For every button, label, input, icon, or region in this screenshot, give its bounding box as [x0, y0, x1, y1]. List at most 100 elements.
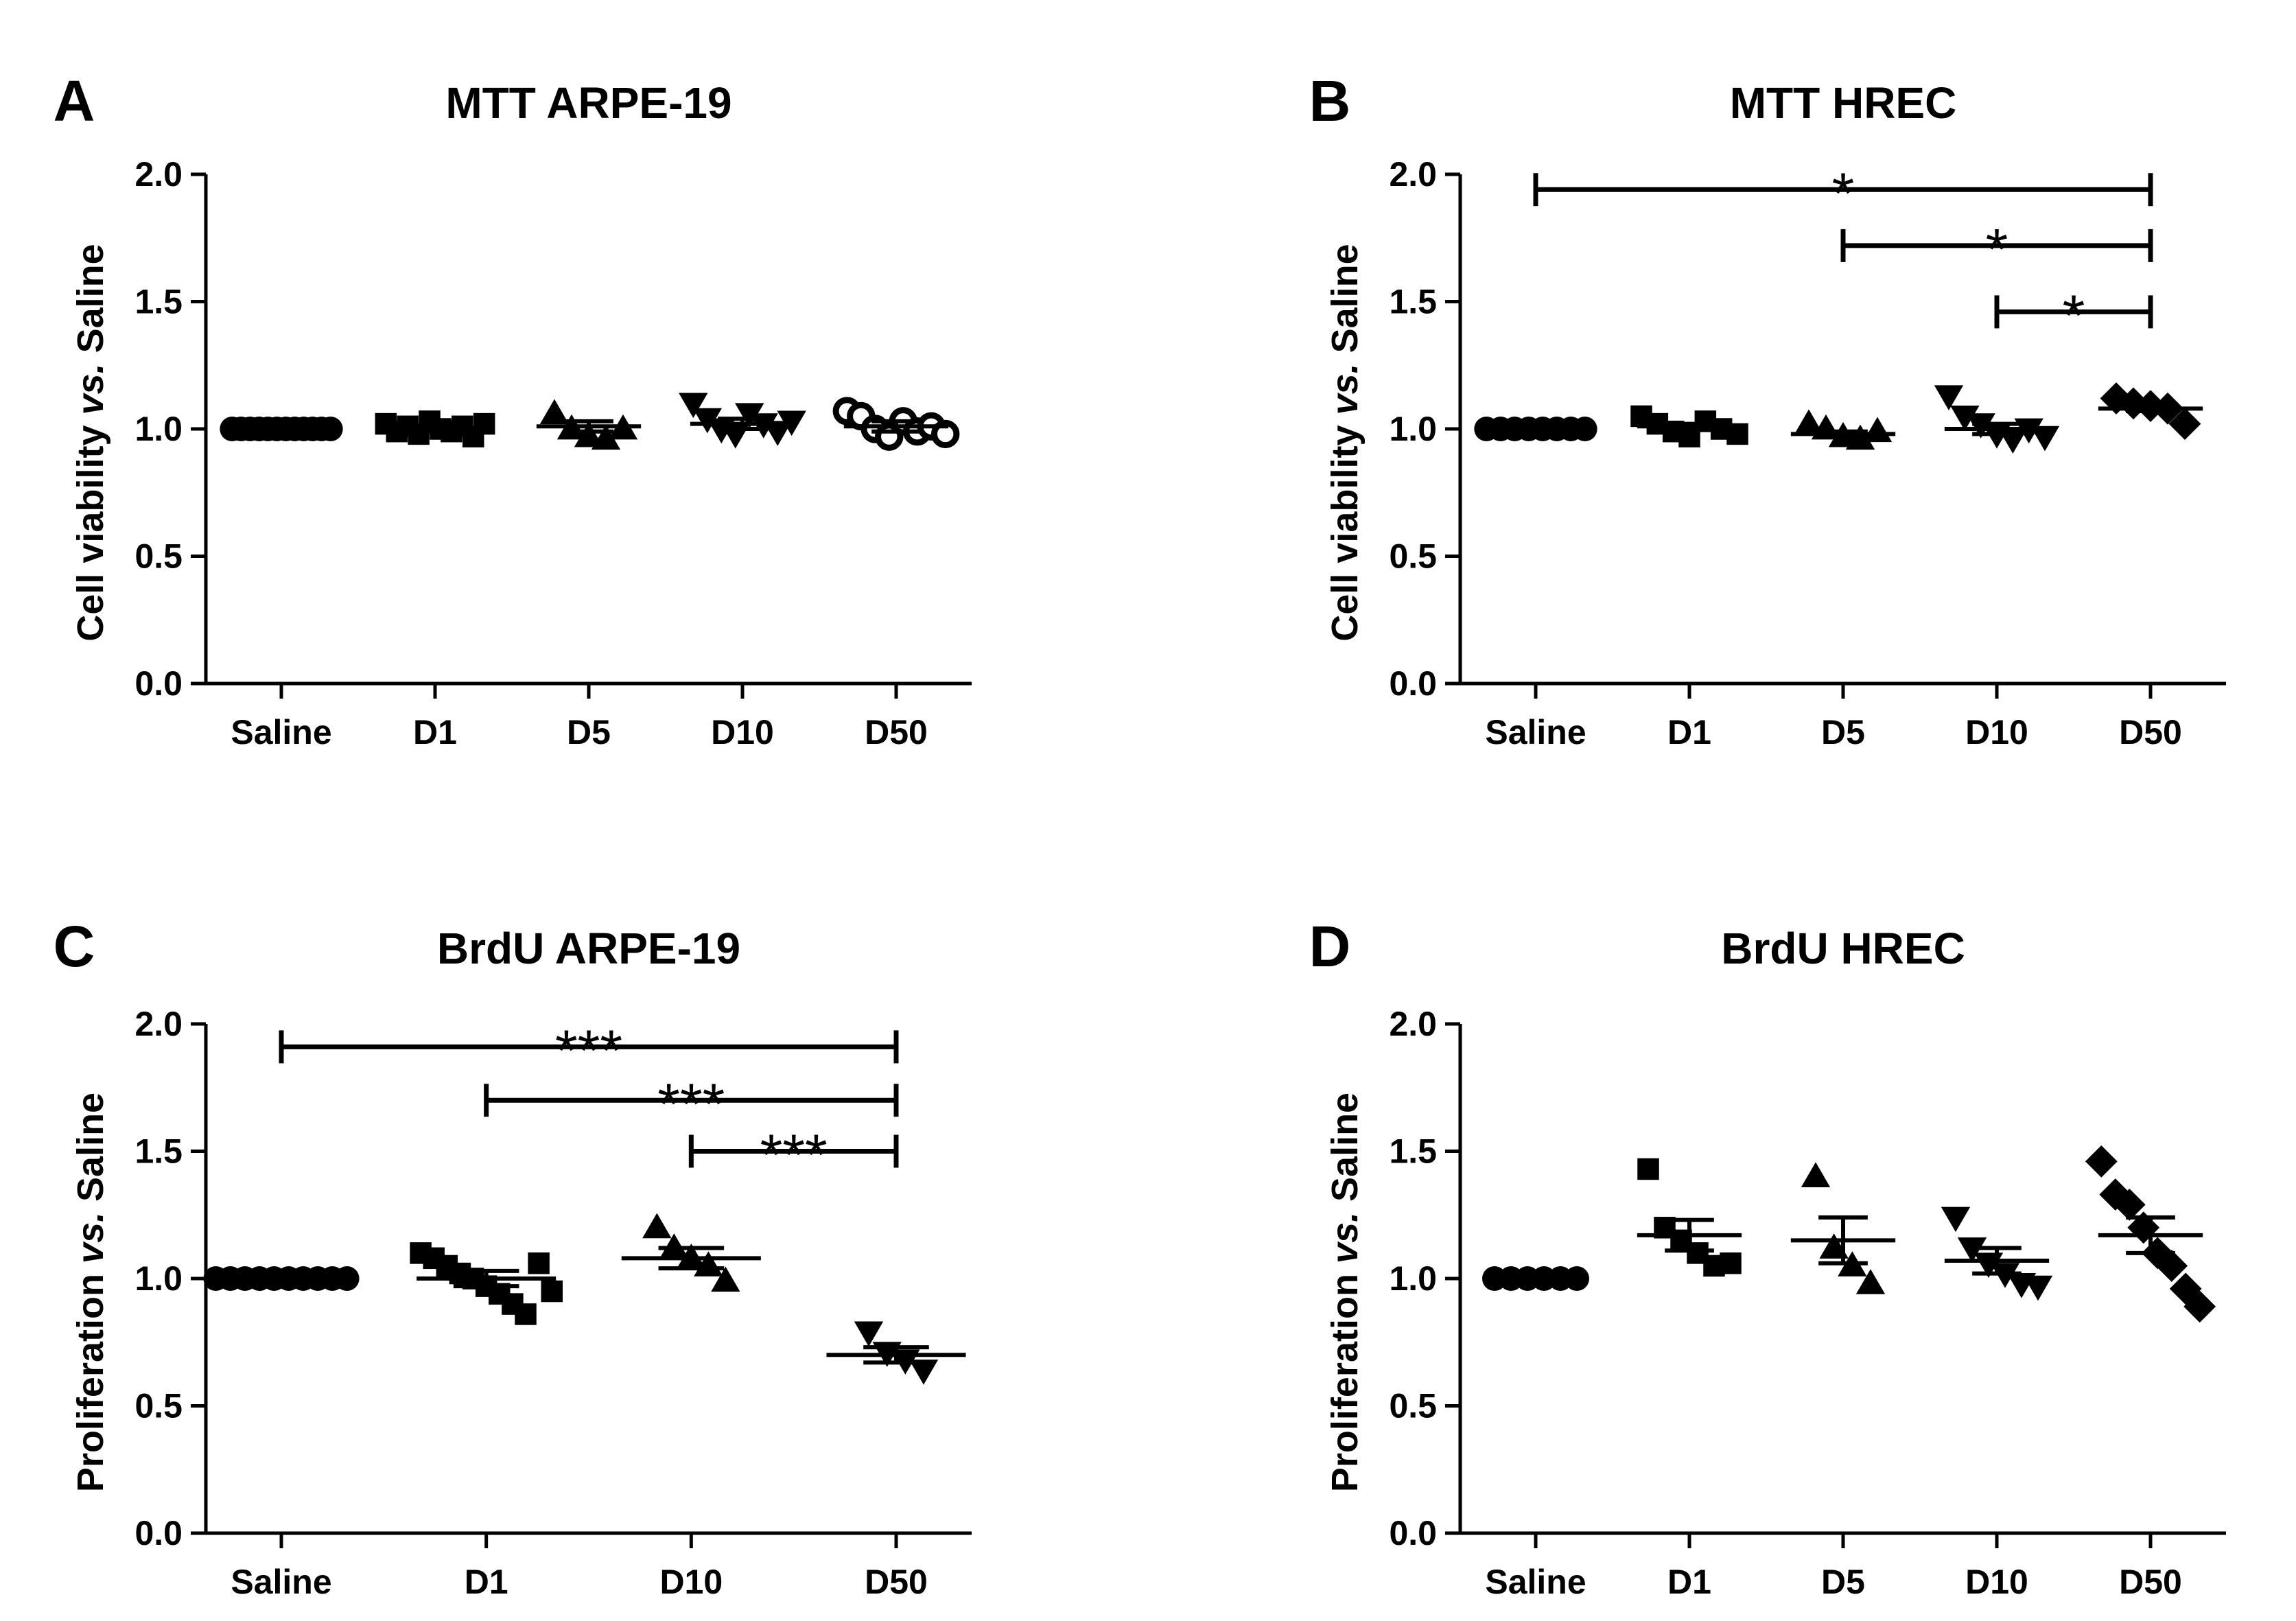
data-point — [930, 419, 960, 449]
x-tick-label: Saline — [1485, 713, 1586, 751]
group-d50 — [832, 397, 960, 451]
panel-d: D BrdU HREC 0.0 0.5 1.0 1.5 2.0 Proliferation v… — [1309, 914, 2226, 1601]
significance-bracket: *** — [688, 1123, 899, 1187]
data-point — [1957, 1237, 1987, 1263]
x-tick-label: D5 — [1821, 1563, 1865, 1601]
x-tick-label: Saline — [231, 713, 331, 751]
y-tick-label: 1.0 — [1389, 1259, 1437, 1298]
y-tick-label: 1.0 — [1389, 410, 1437, 448]
y-tick-label: 0.0 — [1389, 664, 1437, 703]
y-axis-label-part: vs. — [70, 363, 111, 415]
y-tick-label: 2.0 — [134, 155, 183, 194]
x-tick-label: D10 — [1965, 1563, 2028, 1601]
data-point — [679, 393, 708, 419]
data-point — [1720, 1252, 1742, 1274]
group-d1 — [375, 410, 495, 447]
group-d10 — [621, 1213, 761, 1292]
x-tick-label: D5 — [1821, 713, 1865, 751]
group-saline — [203, 1266, 360, 1291]
data-point — [515, 1303, 537, 1325]
y-axis-label: Cell viability vs. Saline — [1324, 244, 1366, 641]
group-d10 — [679, 393, 806, 449]
panel-letter: A — [54, 69, 95, 133]
x-tick-label: D50 — [2119, 1563, 2182, 1601]
group-d50 — [826, 1321, 966, 1385]
group-saline — [1474, 417, 1597, 441]
y-axis-label-part: Proliferation — [1324, 1263, 1366, 1492]
group-d5 — [1790, 1162, 1896, 1294]
group-d5 — [1790, 409, 1896, 450]
data-point — [1950, 406, 1980, 431]
data-point — [1934, 385, 1964, 410]
x-tick-label: D10 — [711, 713, 774, 751]
significance-bracket: *** — [279, 1018, 899, 1082]
y-axis-label: Cell viability vs. Saline — [70, 244, 111, 641]
significance-bracket: * — [1840, 217, 2153, 281]
y-axis-label-part: vs. — [1324, 1212, 1366, 1263]
group-d1 — [410, 1242, 563, 1325]
significance-bracket: * — [1533, 161, 2153, 225]
x-tick-label: D50 — [865, 713, 928, 751]
y-tick-label: 1.5 — [134, 1132, 183, 1171]
data-point — [909, 1360, 939, 1385]
x-tick-label: D1 — [413, 713, 457, 751]
panel-title: MTT ARPE-19 — [445, 78, 731, 128]
y-tick-label: 2.0 — [1389, 1005, 1437, 1043]
data-point — [692, 408, 723, 434]
y-tick-label: 0.5 — [134, 537, 183, 576]
data-point — [2169, 1272, 2202, 1305]
data-point — [2168, 408, 2201, 440]
data-point — [528, 1252, 550, 1274]
x-tick-label: Saline — [1485, 1563, 1586, 1601]
panel-title: MTT HREC — [1730, 78, 1957, 128]
data-point — [854, 1321, 884, 1347]
significance-label: *** — [760, 1123, 828, 1187]
data-point — [762, 421, 793, 446]
data-point — [2099, 1178, 2132, 1211]
significance-label: * — [1832, 161, 1855, 225]
x-tick-label: D1 — [1667, 1563, 1711, 1601]
y-tick-label: 0.0 — [134, 1514, 183, 1552]
panel-title: BrdU ARPE-19 — [437, 924, 740, 973]
x-tick-label: D10 — [659, 1563, 723, 1601]
y-axis-label-part: Saline — [70, 1093, 111, 1212]
panel-letter: C — [54, 914, 95, 979]
x-tick-label: D50 — [865, 1563, 928, 1601]
y-tick-label: 0.5 — [1389, 537, 1437, 576]
y-tick-label: 1.0 — [134, 410, 183, 448]
x-tick-label: D5 — [567, 713, 611, 751]
data-point — [2113, 1189, 2146, 1221]
y-tick-label: 1.5 — [1389, 283, 1437, 321]
data-point — [2030, 425, 2060, 452]
panel-a: A MTT ARPE-19 0.0 0.5 1.0 1.5 2.0 Cell viabilit… — [54, 69, 972, 751]
data-point — [1801, 1162, 1831, 1187]
y-tick-label: 1.5 — [1389, 1132, 1437, 1171]
significance-label: *** — [555, 1018, 622, 1082]
group-d1 — [1637, 1158, 1742, 1277]
data-point — [541, 1280, 563, 1303]
data-point — [735, 403, 764, 428]
data-point — [2023, 1275, 2053, 1301]
y-tick-label: 2.0 — [1389, 155, 1437, 194]
x-tick-label: D50 — [2119, 713, 2182, 751]
y-tick-label: 0.5 — [1389, 1387, 1437, 1425]
panel-c: C BrdU ARPE-19 0.0 0.5 1.0 1.5 2.0 Proliferatio… — [54, 914, 972, 1601]
panel-b: B MTT HREC 0.0 0.5 1.0 1.5 2.0 Cell viability v… — [1309, 69, 2226, 751]
y-axis-label-part: vs. — [70, 1212, 111, 1263]
x-tick-label: D10 — [1965, 713, 2028, 751]
y-axis-label-part: vs. — [1324, 363, 1366, 415]
data-point — [539, 399, 570, 425]
data-point — [591, 424, 621, 450]
y-tick-label: 0.0 — [134, 664, 183, 703]
data-point — [1855, 1269, 1886, 1294]
significance-label: *** — [657, 1071, 725, 1136]
y-axis-label: Proliferation vs. Saline — [70, 1093, 111, 1492]
y-axis-label-part: Proliferation — [70, 1263, 111, 1492]
group-saline — [1482, 1266, 1589, 1291]
group-d1 — [1630, 405, 1748, 447]
data-point — [473, 412, 495, 435]
group-d10 — [1934, 385, 2060, 454]
panel-letter: D — [1309, 914, 1351, 979]
data-point — [574, 421, 604, 447]
